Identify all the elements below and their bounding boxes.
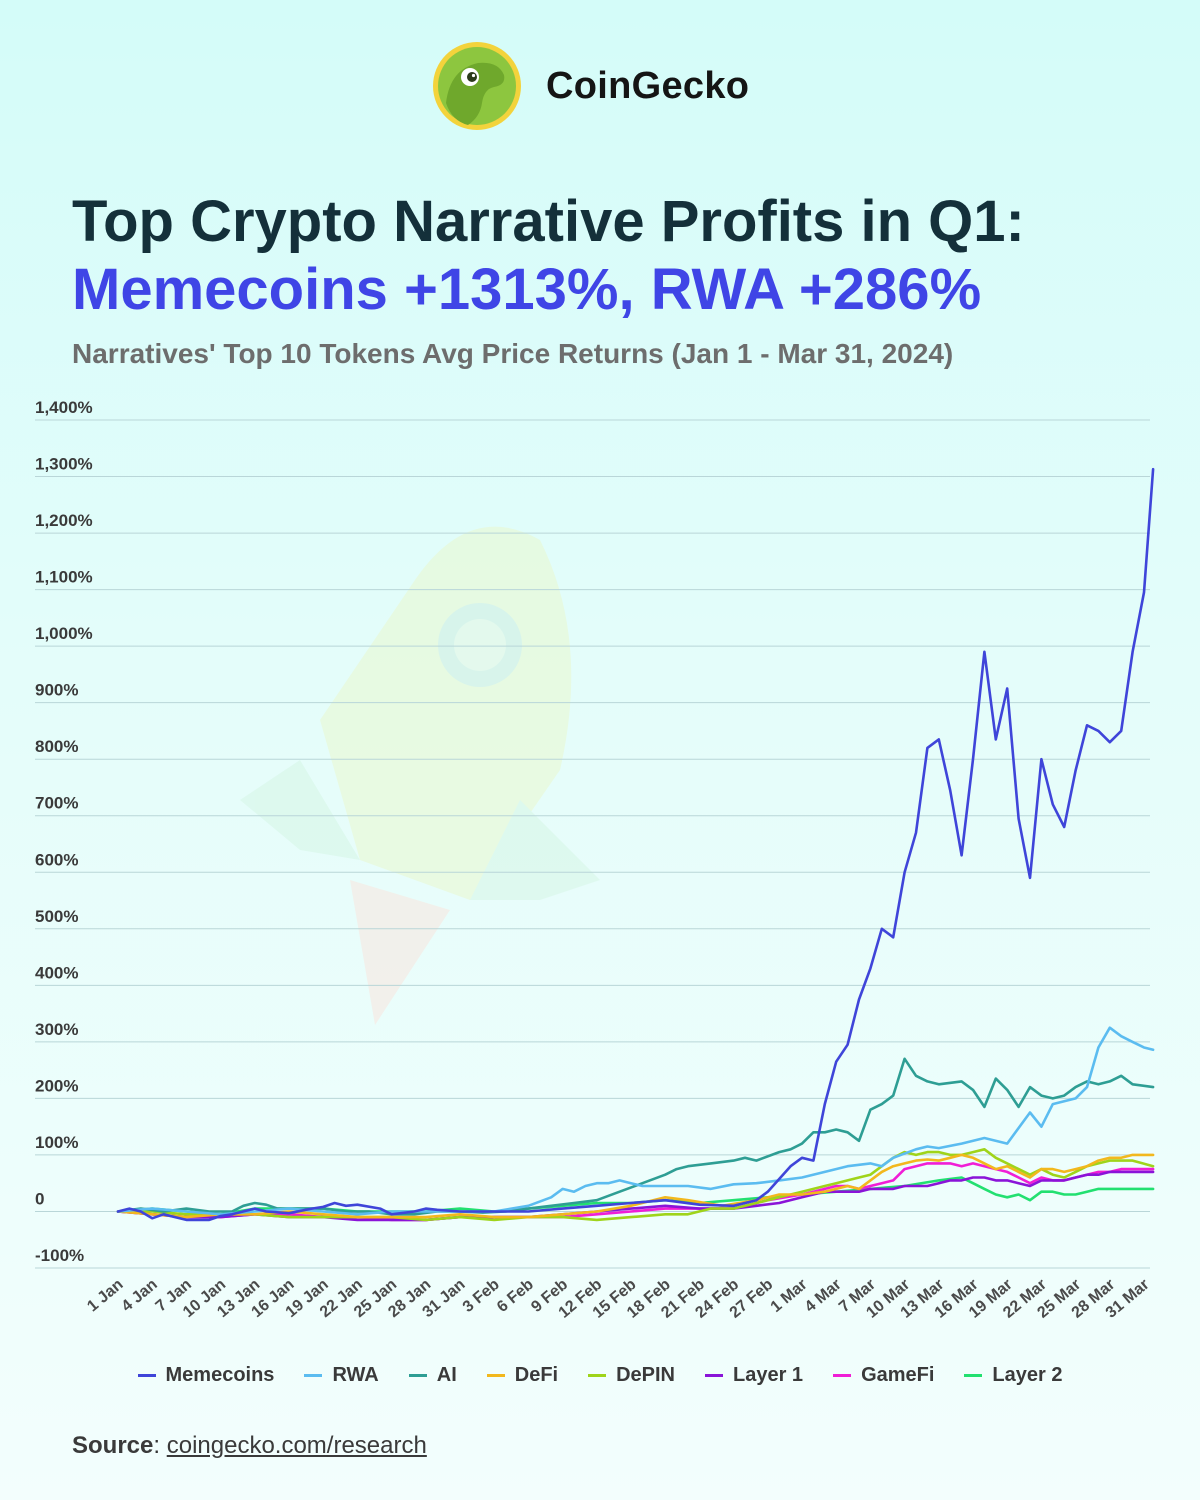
legend-item-gamefi: GameFi bbox=[833, 1364, 934, 1387]
source-separator: : bbox=[153, 1432, 167, 1459]
brand-name: CoinGecko bbox=[546, 64, 750, 107]
legend-swatch bbox=[137, 1374, 156, 1377]
legend-label: AI bbox=[436, 1364, 457, 1386]
x-tick-label: 3 Feb bbox=[460, 1276, 503, 1316]
y-tick-label: 200% bbox=[35, 1076, 78, 1095]
legend-label: RWA bbox=[332, 1364, 379, 1386]
y-tick-label: 300% bbox=[35, 1020, 78, 1039]
legend-item-layer-1: Layer 1 bbox=[705, 1364, 803, 1387]
legend-label: DePIN bbox=[616, 1364, 675, 1386]
x-tick-label: 6 Feb bbox=[494, 1276, 537, 1316]
y-tick-label: 1,300% bbox=[35, 455, 93, 474]
legend-label: DeFi bbox=[514, 1364, 559, 1386]
y-tick-label: 1,100% bbox=[35, 568, 93, 587]
y-tick-label: -100% bbox=[35, 1246, 84, 1265]
x-tick-label: 1 Jan bbox=[84, 1276, 126, 1315]
y-tick-label: 400% bbox=[35, 963, 78, 982]
x-tick-label: 4 Jan bbox=[118, 1276, 160, 1315]
legend-swatch bbox=[833, 1374, 852, 1377]
legend-swatch bbox=[486, 1374, 505, 1377]
y-axis: 1,400% 1,300% 1,200% 1,100% 1,000% 900% 800% 70… bbox=[35, 398, 93, 1265]
legend-swatch bbox=[304, 1374, 323, 1377]
y-tick-label: 900% bbox=[35, 681, 78, 700]
legend-item-depin: DePIN bbox=[588, 1364, 675, 1387]
legend-label: Memecoins bbox=[165, 1364, 275, 1386]
source-note: Source: coingecko.com/research bbox=[72, 1432, 427, 1460]
series-line-ai bbox=[116, 1057, 1155, 1216]
y-tick-label: 1,200% bbox=[35, 511, 93, 530]
legend-swatch bbox=[408, 1374, 427, 1377]
chart-legend: Memecoins RWA AI DeFi DePIN Layer 1 GameFi Laye… bbox=[0, 1364, 1200, 1387]
y-tick-label: 500% bbox=[35, 907, 78, 926]
legend-item-defi: DeFi bbox=[486, 1364, 559, 1387]
y-tick-label: 700% bbox=[35, 794, 78, 813]
legend-swatch bbox=[964, 1374, 983, 1377]
chart-subtitle: Narratives' Top 10 Tokens Avg Price Retu… bbox=[72, 338, 954, 369]
series-line-memecoins bbox=[116, 467, 1155, 1222]
source-label: Source bbox=[72, 1432, 154, 1459]
brand-header: CoinGecko bbox=[432, 40, 749, 132]
legend-swatch bbox=[588, 1374, 607, 1377]
series-lines bbox=[116, 467, 1155, 1222]
legend-label: GameFi bbox=[861, 1364, 935, 1386]
series-line-defi bbox=[116, 1153, 1155, 1219]
grid-lines bbox=[35, 419, 1150, 1269]
y-tick-label: 0 bbox=[35, 1189, 44, 1208]
x-tick-label: 1 Mar bbox=[768, 1276, 811, 1316]
y-tick-label: 100% bbox=[35, 1133, 78, 1152]
y-tick-label: 600% bbox=[35, 850, 78, 869]
legend-swatch bbox=[705, 1374, 723, 1377]
title-line-1: Top Crypto Narrative Profits in Q1: bbox=[72, 189, 1025, 254]
coingecko-logo-icon bbox=[433, 42, 521, 130]
title-line-2: Memecoins +1313%, RWA +286% bbox=[72, 257, 982, 322]
series-line-depin bbox=[116, 1148, 1155, 1222]
legend-item-layer-2: Layer 2 bbox=[964, 1364, 1062, 1387]
y-tick-label: 1,400% bbox=[35, 398, 93, 417]
y-tick-label: 1,000% bbox=[35, 624, 93, 643]
legend-item-ai: AI bbox=[408, 1364, 457, 1387]
legend-label: Layer 2 bbox=[992, 1364, 1063, 1386]
x-tick-label: 4 Mar bbox=[802, 1276, 845, 1316]
legend-item-memecoins: Memecoins bbox=[137, 1364, 275, 1387]
legend-item-rwa: RWA bbox=[304, 1364, 379, 1387]
source-link[interactable]: coingecko.com/research bbox=[166, 1432, 427, 1459]
series-line-layer-1 bbox=[116, 1170, 1155, 1222]
legend-label: Layer 1 bbox=[733, 1364, 804, 1386]
series-line-rwa bbox=[116, 1026, 1155, 1216]
line-chart: 1,400% 1,300% 1,200% 1,100% 1,000% 900% 800% 70… bbox=[35, 398, 1155, 1322]
y-tick-label: 800% bbox=[35, 737, 78, 756]
rocket-watermark bbox=[240, 526, 600, 1025]
